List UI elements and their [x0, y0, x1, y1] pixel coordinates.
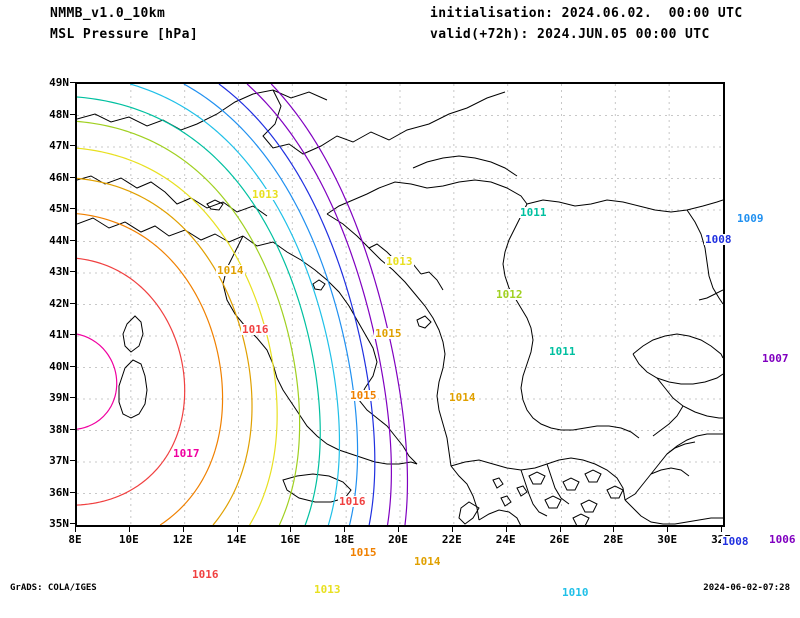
- isobar-1007: [246, 84, 392, 525]
- isobar-label: 1007: [761, 352, 790, 365]
- isobar-1016: [77, 257, 186, 506]
- y-axis-tick-mark: [70, 365, 75, 367]
- y-axis-tick-label: 47N: [49, 139, 69, 152]
- isobar-label: 1008: [721, 535, 750, 548]
- isobar-1008: [218, 84, 376, 525]
- y-axis-tick-label: 46N: [49, 170, 69, 184]
- isobar-label: 1011: [548, 345, 577, 358]
- y-axis-tick-label: 49N: [49, 76, 69, 89]
- x-axis-tick-mark: [451, 527, 453, 532]
- y-axis-tick-mark: [70, 82, 75, 83]
- x-axis-tick-mark: [667, 527, 669, 532]
- model-name-label: NMMB_v1.0_10km: [50, 6, 166, 21]
- x-axis-tick-mark: [75, 527, 76, 532]
- field-name-label: MSL Pressure [hPa]: [50, 27, 199, 42]
- isobar-1015: [77, 213, 224, 525]
- isobar-label: 1008: [704, 233, 733, 246]
- isobar-label: 1015: [349, 546, 378, 559]
- map-plot-area: [75, 82, 725, 527]
- isobar-1006: [270, 84, 409, 525]
- y-axis-tick-label: 39N: [49, 391, 69, 404]
- y-axis-tick-mark: [70, 208, 75, 209]
- isobar-label: 1012: [495, 288, 524, 301]
- isobar-1012: [77, 120, 301, 525]
- y-axis-tick-mark: [70, 271, 75, 272]
- y-axis-tick-mark: [70, 302, 75, 304]
- isobar-label: 1013: [385, 255, 414, 268]
- isobar-label: 1011: [519, 206, 548, 219]
- x-axis-tick-mark: [344, 527, 346, 532]
- y-axis-tick-label: 41N: [49, 328, 69, 341]
- isobar-label: 1006: [768, 533, 797, 546]
- contour-map-svg: [77, 84, 723, 525]
- x-axis-tick-mark: [236, 527, 238, 532]
- x-axis-tick-label: 10E: [118, 533, 139, 546]
- x-axis-tick-mark: [721, 527, 722, 532]
- x-axis-tick-label: 30E: [657, 533, 678, 546]
- isobar-1009: [183, 84, 359, 525]
- isobar-label: 1014: [413, 555, 442, 568]
- isobar-1017: [77, 333, 118, 430]
- x-axis-tick-mark: [182, 527, 184, 532]
- y-axis-tick-label: 48N: [49, 107, 69, 121]
- x-axis-tick-label: 18E: [334, 533, 355, 546]
- isobar-label: 1014: [216, 264, 245, 277]
- y-axis-tick-label: 44N: [49, 233, 69, 247]
- y-axis-tick-mark: [70, 176, 75, 178]
- y-axis-tick-label: 43N: [49, 265, 69, 278]
- y-axis-tick-label: 36N: [49, 485, 69, 499]
- initialisation-time-label: initialisation: 2024.06.02. 00:00 UTC: [430, 6, 743, 21]
- y-axis-tick-label: 42N: [49, 296, 69, 310]
- x-axis-tick-mark: [559, 527, 561, 532]
- valid-time-label: valid(+72h): 2024.JUN.05 00:00 UTC: [430, 27, 710, 42]
- y-axis-tick-mark: [70, 145, 75, 146]
- isobar-label: 1013: [313, 583, 342, 596]
- y-axis-tick-label: 40N: [49, 359, 69, 373]
- isobar-label: 1015: [349, 389, 378, 402]
- y-axis-tick-mark: [70, 491, 75, 493]
- isobar-label: 1010: [561, 586, 590, 599]
- isobar-label: 1017: [172, 447, 201, 460]
- x-axis-tick-mark: [613, 527, 615, 532]
- isobar-1011: [77, 96, 321, 525]
- x-axis-tick-mark: [290, 527, 292, 532]
- x-axis-tick-label: 20E: [388, 533, 408, 546]
- x-axis-tick-label: 28E: [603, 533, 624, 546]
- x-axis-tick-label: 8E: [68, 533, 82, 546]
- x-axis-tick-label: 24E: [495, 533, 516, 546]
- y-axis-tick-mark: [70, 397, 75, 398]
- x-axis-tick-mark: [398, 527, 399, 532]
- y-axis-tick-label: 38N: [49, 422, 69, 436]
- isobar-label: 1009: [736, 212, 765, 225]
- grads-source-label: GrADS: COLA/IGES: [10, 583, 97, 593]
- contours-group: [77, 84, 409, 525]
- y-axis-tick-label: 35N: [49, 517, 69, 530]
- x-axis-tick-mark: [128, 527, 130, 532]
- isobar-label: 1016: [191, 568, 220, 581]
- y-axis-tick-mark: [70, 113, 75, 115]
- isobar-label: 1013: [251, 188, 280, 201]
- x-axis-tick-label: 16E: [280, 533, 301, 546]
- x-axis-tick-label: 12E: [172, 533, 193, 546]
- x-axis-tick-label: 14E: [226, 533, 247, 546]
- x-axis-tick-label: 26E: [549, 533, 570, 546]
- x-axis-tick-mark: [505, 527, 507, 532]
- x-axis-tick-label: 22E: [441, 533, 462, 546]
- isobar-label: 1015: [374, 327, 403, 340]
- y-axis-tick-mark: [70, 460, 75, 461]
- isobar-label: 1014: [448, 391, 477, 404]
- y-axis-tick-mark: [70, 428, 75, 430]
- isobar-1014: [77, 177, 253, 525]
- isobar-1013: [77, 147, 278, 525]
- isobar-1010: [130, 84, 341, 525]
- isobar-label: 1016: [338, 495, 367, 508]
- coastlines-group: [77, 89, 723, 525]
- y-axis-tick-mark: [70, 239, 75, 241]
- y-axis-tick-mark: [70, 523, 75, 524]
- y-axis-tick-mark: [70, 334, 75, 335]
- y-axis-tick-label: 37N: [49, 454, 69, 467]
- isobar-label: 1016: [241, 323, 270, 336]
- y-axis-tick-label: 45N: [49, 202, 69, 215]
- render-timestamp-label: 2024-06-02-07:28: [703, 583, 790, 593]
